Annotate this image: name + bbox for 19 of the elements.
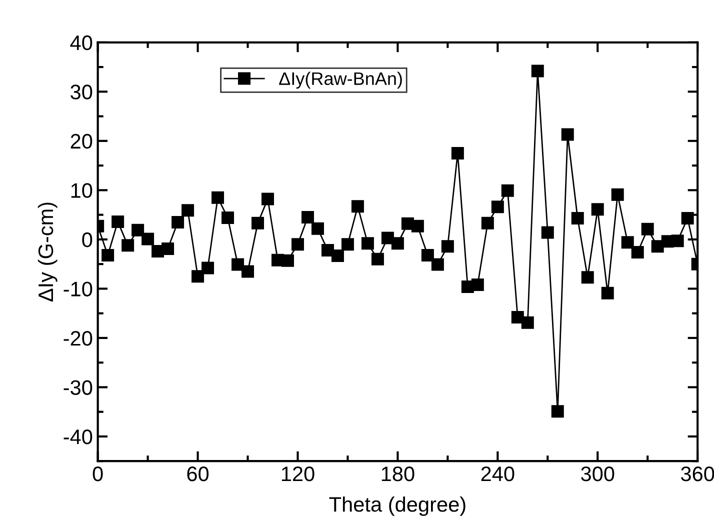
x-tick-label: 60 <box>187 466 209 482</box>
x-tick-label: 240 <box>481 466 514 482</box>
y-tick-label: -20 <box>64 330 92 346</box>
y-tick-label: 30 <box>70 84 92 100</box>
x-axis-title: Theta (degree) <box>329 496 466 516</box>
y-tick-label: 20 <box>70 134 92 149</box>
y-tick-label: -10 <box>64 282 92 296</box>
y-tick-label: 10 <box>71 183 92 198</box>
y-axis-title: ΔIy (G-cm) <box>38 202 58 302</box>
x-tick-label: 120 <box>282 466 314 482</box>
x-tick-label: 360 <box>680 466 714 482</box>
x-tick-label: 0 <box>92 466 103 482</box>
legend-label: ΔIy(Raw-BnAn) <box>279 72 402 89</box>
x-tick-label: 300 <box>581 466 614 482</box>
y-tick-label: -30 <box>64 380 92 395</box>
y-tick-label: -40 <box>64 429 92 444</box>
x-tick-label: 180 <box>382 466 414 482</box>
y-tick-label: 40 <box>70 35 92 50</box>
y-tick-label: 0 <box>82 232 92 248</box>
